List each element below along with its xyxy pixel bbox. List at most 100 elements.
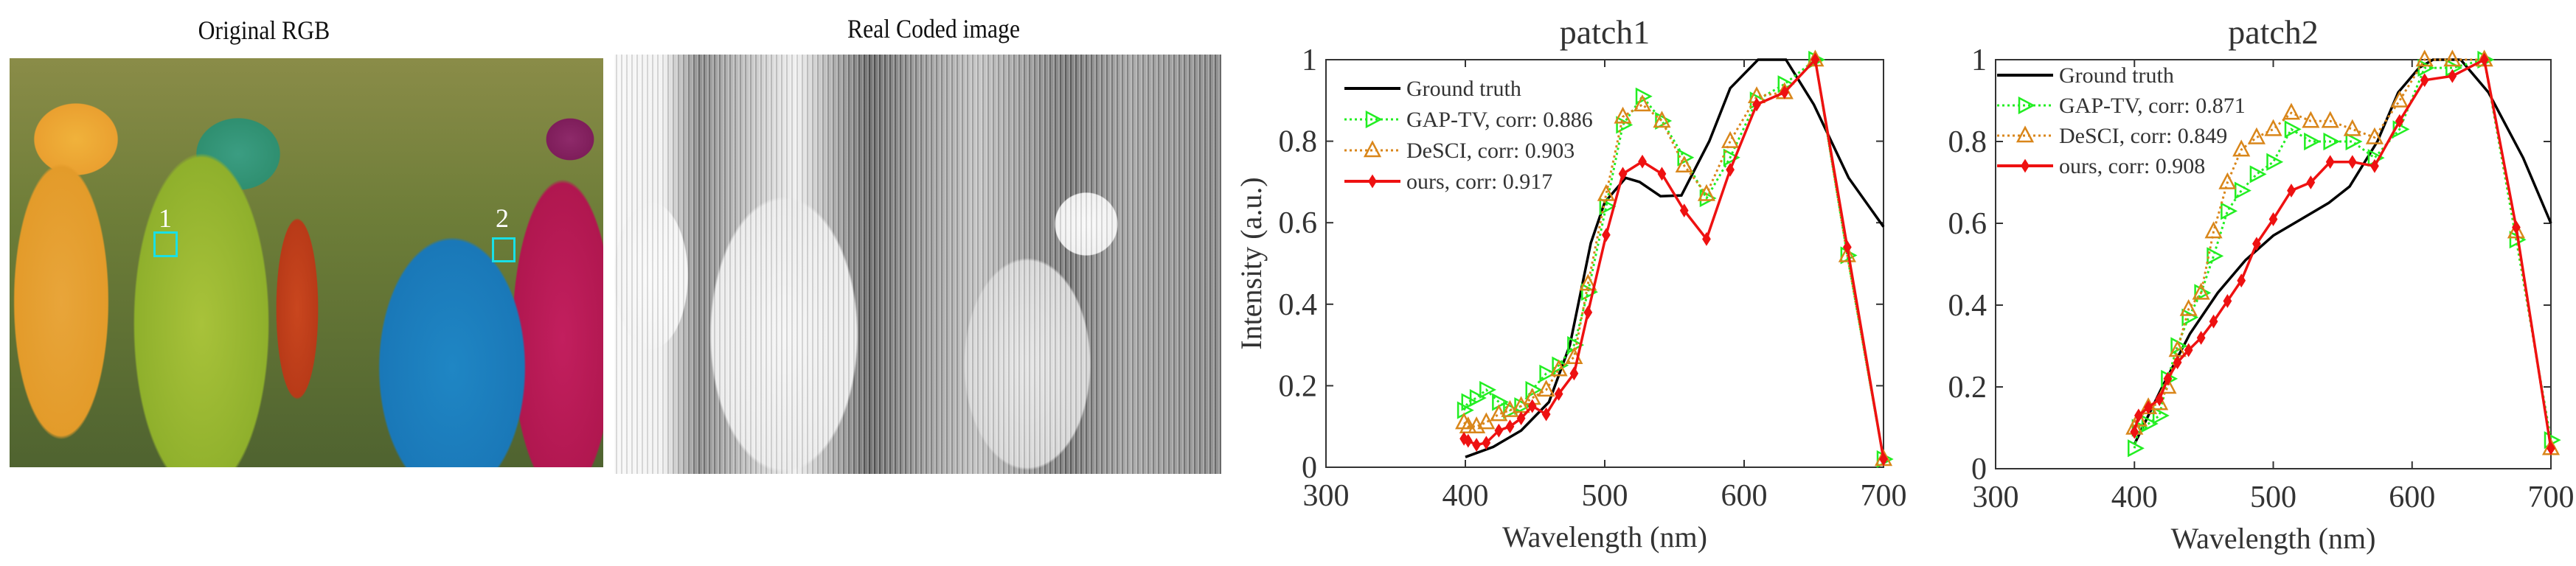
- diamond-marker: [2325, 155, 2335, 170]
- legend-label: Ground truth: [2059, 63, 2174, 88]
- series-0: [2133, 58, 2552, 445]
- diamond-marker: [2134, 408, 2143, 423]
- diamond-marker: [1638, 154, 1647, 169]
- legend-entry: ours, corr: 0.917: [1344, 170, 1552, 194]
- triangle-right-marker: [2221, 202, 2238, 220]
- triangle-right-marker: [1581, 283, 1599, 301]
- legend-entry: GAP-TV, corr: 0.871: [1997, 94, 2246, 118]
- y-tick-label: 0.4: [1948, 289, 1987, 323]
- y-tick-label: 0: [1971, 453, 1987, 486]
- coded-image: [614, 55, 1221, 474]
- diamond-marker: [1618, 167, 1628, 181]
- triangle-right-marker: [2207, 247, 2224, 265]
- legend-label: ours, corr: 0.908: [2059, 154, 2205, 178]
- x-tick-label: 500: [2250, 481, 2296, 514]
- diamond-marker: [1505, 419, 1515, 434]
- original-rgb-image: 1 2: [10, 58, 603, 467]
- triangle-up-marker: [1653, 111, 1671, 128]
- triangle-right-marker: [2304, 132, 2322, 151]
- legend-label: Ground truth: [1406, 77, 1521, 101]
- triangle-right-marker: [2266, 153, 2284, 171]
- legend-entry: DeSCI, corr: 0.849: [1997, 124, 2227, 148]
- series-3: [2130, 52, 2555, 455]
- triangle-up-marker: [1363, 140, 1382, 158]
- series-3: [1459, 52, 1888, 467]
- diamond-marker: [2512, 220, 2521, 234]
- triangle-right-marker: [1599, 198, 1617, 216]
- triangle-up-marker: [2343, 119, 2361, 136]
- triangle-right-marker: [2249, 165, 2267, 184]
- diamond-marker: [1602, 228, 1611, 242]
- y-tick-label: 0.8: [1948, 125, 1987, 159]
- triangle-right-marker: [1514, 396, 1532, 416]
- triangle-up-marker: [1455, 412, 1473, 430]
- triangle-up-marker: [1477, 412, 1496, 430]
- triangle-right-marker: [2128, 439, 2145, 458]
- diamond-marker: [1879, 452, 1888, 467]
- diamond-marker: [1811, 52, 1820, 67]
- legend-entry: GAP-TV, corr: 0.886: [1344, 108, 1593, 132]
- triangle-right-marker: [2284, 120, 2302, 139]
- series-2: [1455, 49, 1893, 467]
- triangle-up-marker: [1537, 380, 1555, 397]
- y-tick-label: 0.8: [1279, 125, 1318, 159]
- diamond-marker: [1780, 85, 1789, 99]
- diamond-marker: [2163, 371, 2173, 386]
- diamond-marker: [2347, 155, 2357, 170]
- patch-1-label: 1: [159, 203, 172, 233]
- triangle-up-marker: [2415, 49, 2434, 67]
- plot-area: [1325, 59, 1884, 468]
- x-axis-label: Wavelength (nm): [1502, 520, 1707, 553]
- triangle-right-marker: [2141, 414, 2159, 433]
- triangle-up-marker: [1721, 130, 1740, 148]
- series-line: [1465, 58, 1885, 458]
- diamond-marker: [2130, 424, 2139, 439]
- y-tick-label: 0.2: [1948, 371, 1987, 405]
- x-axis-label: Wavelength (nm): [2171, 522, 2376, 555]
- diamond-marker: [2420, 73, 2429, 88]
- triangle-up-marker: [2129, 409, 2148, 427]
- diamond-marker: [2448, 69, 2457, 83]
- triangle-right-marker: [1365, 110, 1383, 129]
- x-tick-label: 400: [1443, 479, 1489, 513]
- triangle-up-marker: [2390, 90, 2409, 108]
- diamond-marker: [1516, 411, 1526, 426]
- triangle-up-marker: [2507, 221, 2526, 239]
- diamond-marker: [2196, 330, 2206, 345]
- legend-entry: ours, corr: 0.908: [1997, 154, 2205, 178]
- diamond-marker: [2287, 184, 2296, 198]
- triangle-up-marker: [1838, 245, 1856, 262]
- legend-label: ours, corr: 0.917: [1406, 170, 1552, 194]
- diamond-marker: [2252, 237, 2261, 251]
- diamond-marker: [2547, 441, 2555, 455]
- diamond-marker: [1842, 240, 1852, 254]
- diamond-marker: [1679, 203, 1689, 218]
- legend-label: DeSCI, corr: 0.903: [1406, 139, 1575, 163]
- diamond-marker: [1494, 423, 1504, 438]
- triangle-right-marker: [2181, 308, 2199, 326]
- triangle-up-marker: [2204, 221, 2223, 239]
- series-line: [2133, 58, 2552, 445]
- diamond-marker: [1657, 167, 1667, 181]
- triangle-up-marker: [2321, 111, 2339, 128]
- triangle-right-marker: [1723, 148, 1740, 167]
- diamond-marker: [2268, 212, 2278, 226]
- chart-title: patch2: [2228, 13, 2319, 51]
- diamond-marker: [2479, 52, 2489, 67]
- coded-image-title: Real Coded image: [847, 14, 1021, 43]
- triangle-up-marker: [2282, 102, 2301, 120]
- triangle-up-marker: [1597, 184, 1615, 201]
- x-tick-label: 300: [1303, 479, 1350, 513]
- diamond-marker: [1702, 231, 1711, 246]
- triangle-right-marker: [2323, 132, 2341, 151]
- series-0: [1465, 58, 1885, 458]
- triangle-right-marker: [1616, 116, 1634, 134]
- triangle-up-marker: [2218, 172, 2237, 189]
- x-tick-label: 700: [2528, 481, 2575, 514]
- triangle-right-marker: [1539, 364, 1557, 382]
- diamond-marker: [1583, 305, 1593, 320]
- triangle-right-marker: [2234, 181, 2252, 200]
- triangle-up-marker: [2302, 111, 2320, 128]
- y-tick-label: 0.6: [1279, 206, 1318, 240]
